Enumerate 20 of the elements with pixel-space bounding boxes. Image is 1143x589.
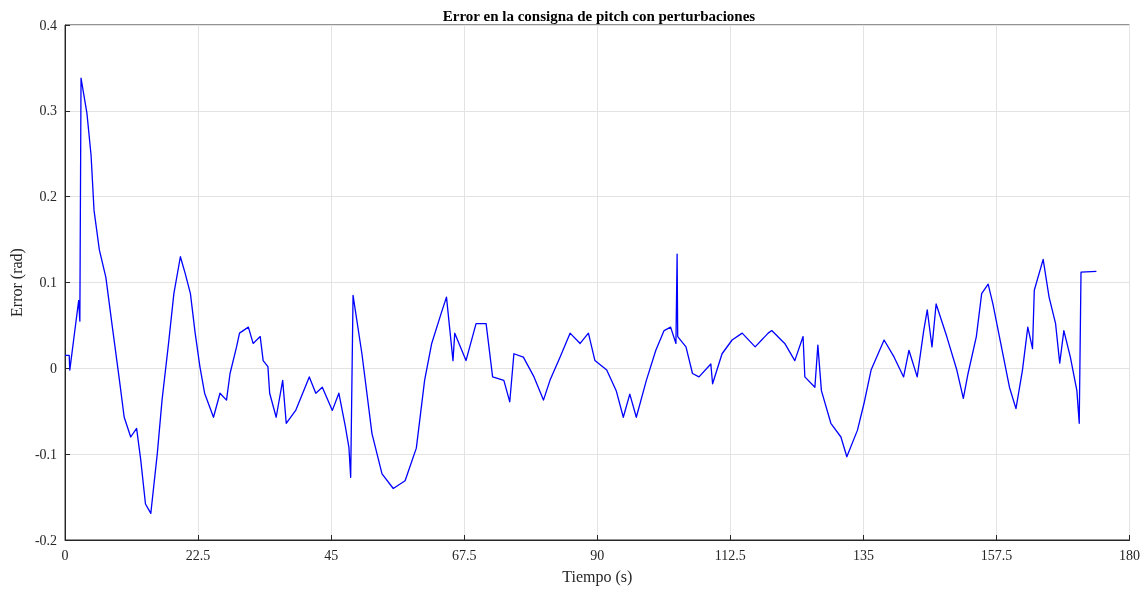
- y-tick-label: -0.2: [34, 532, 58, 548]
- x-tick-label: 45: [324, 547, 339, 563]
- x-tick-label: 112.5: [714, 547, 746, 563]
- x-tick-label: 22.5: [185, 547, 211, 563]
- line-series: [64, 77, 1098, 515]
- chart-title: Error en la consigna de pitch con perturbaciones: [442, 7, 756, 24]
- y-axis-title: Error (rad): [7, 248, 26, 317]
- y-tick-label: 0.1: [39, 275, 58, 290]
- x-tick-label: 0: [61, 547, 69, 563]
- y-tick-label: 0.2: [39, 189, 58, 205]
- x-tick-label: 157.5: [980, 547, 1013, 563]
- y-tick-label: 0: [50, 360, 58, 376]
- x-tick-label: 180: [1119, 547, 1140, 563]
- x-tick-label: 90: [590, 547, 605, 563]
- x-tick-label: 67.5: [451, 547, 477, 563]
- x-tick-label: 135: [852, 547, 874, 563]
- y-tick-label: 0.3: [39, 103, 58, 119]
- y-tick-label: 0.4: [39, 17, 58, 33]
- x-axis-title: Tiempo (s): [562, 567, 633, 586]
- y-tick-label: -0.1: [34, 446, 58, 462]
